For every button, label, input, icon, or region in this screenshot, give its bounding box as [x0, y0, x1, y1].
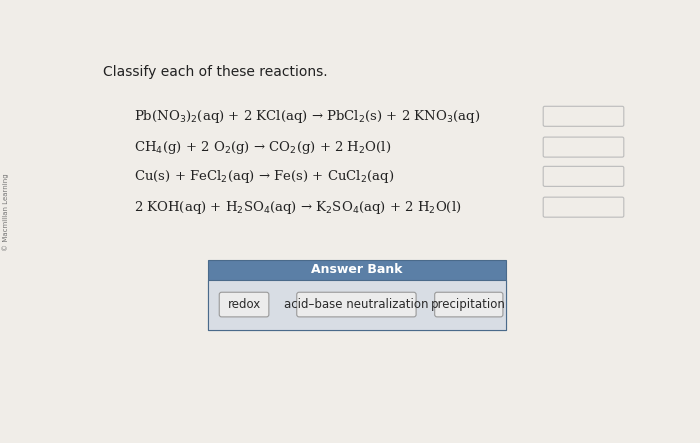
Text: Pb(NO$_3$)$_2$(aq) + 2 KCl(aq) → PbCl$_2$(s) + 2 KNO$_3$(aq): Pb(NO$_3$)$_2$(aq) + 2 KCl(aq) → PbCl$_2… — [134, 108, 480, 125]
FancyBboxPatch shape — [543, 167, 624, 187]
Text: acid–base neutralization: acid–base neutralization — [284, 298, 428, 311]
Text: © Macmillan Learning: © Macmillan Learning — [2, 174, 9, 252]
FancyBboxPatch shape — [543, 106, 624, 126]
FancyBboxPatch shape — [297, 292, 416, 317]
Text: 2 KOH(aq) + H$_2$SO$_4$(aq) → K$_2$SO$_4$(aq) + 2 H$_2$O(l): 2 KOH(aq) + H$_2$SO$_4$(aq) → K$_2$SO$_4… — [134, 198, 461, 216]
Bar — [208, 260, 506, 330]
FancyBboxPatch shape — [543, 137, 624, 157]
FancyBboxPatch shape — [435, 292, 503, 317]
Bar — [208, 280, 506, 330]
FancyBboxPatch shape — [543, 197, 624, 217]
Text: CH$_4$(g) + 2 O$_2$(g) → CO$_2$(g) + 2 H$_2$O(l): CH$_4$(g) + 2 O$_2$(g) → CO$_2$(g) + 2 H… — [134, 139, 391, 155]
Text: redox: redox — [228, 298, 260, 311]
Text: Answer Bank: Answer Bank — [311, 263, 402, 276]
Text: Cu(s) + FeCl$_2$(aq) → Fe(s) + CuCl$_2$(aq): Cu(s) + FeCl$_2$(aq) → Fe(s) + CuCl$_2$(… — [134, 168, 394, 185]
FancyBboxPatch shape — [219, 292, 269, 317]
Text: Classify each of these reactions.: Classify each of these reactions. — [103, 66, 328, 79]
Text: precipitation: precipitation — [431, 298, 506, 311]
